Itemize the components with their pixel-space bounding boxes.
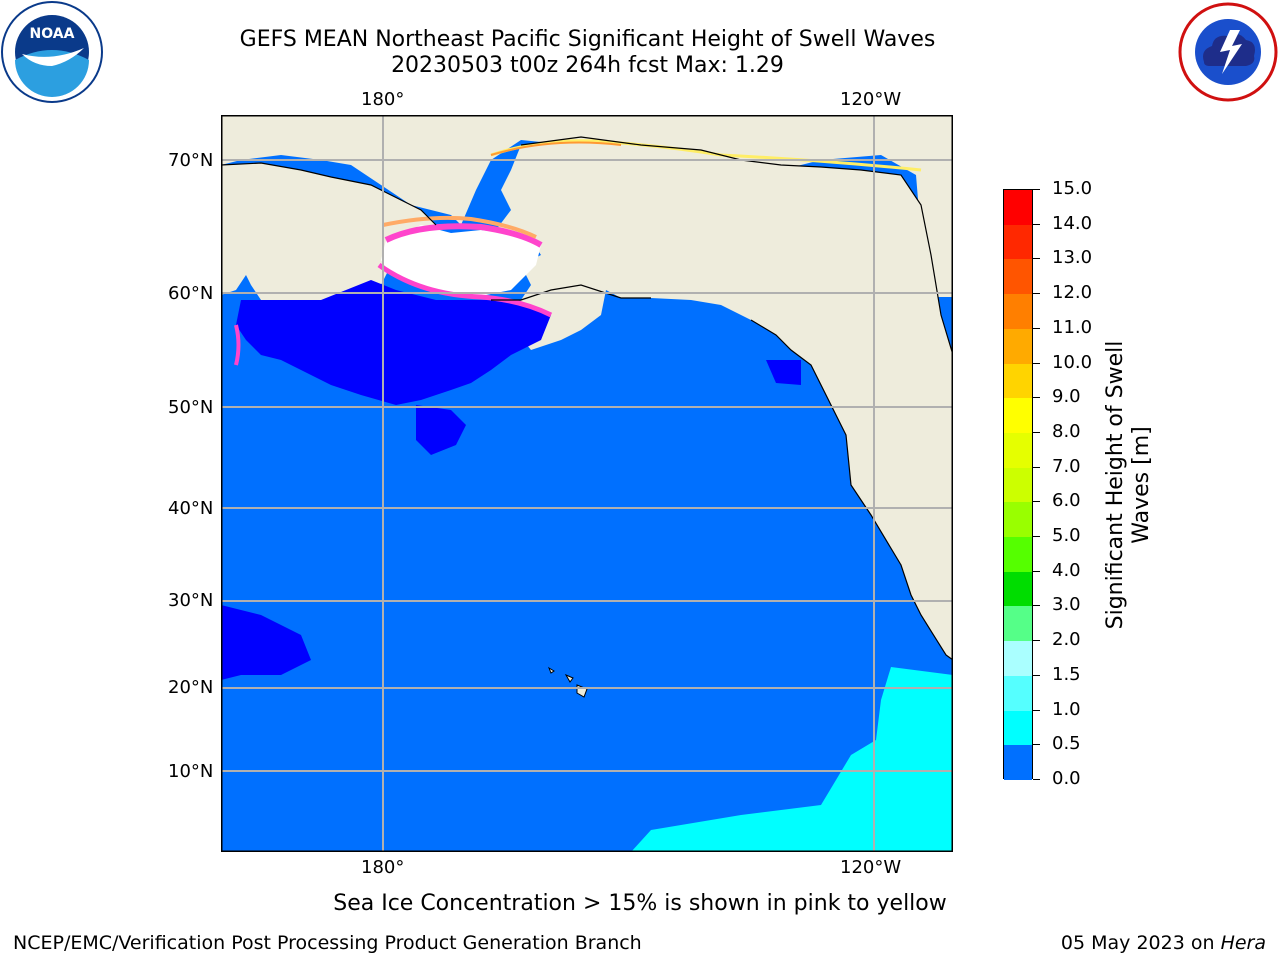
- colorbar-tick-label: 7.0: [1052, 455, 1081, 477]
- colorbar-label: Significant Height of Swell Waves [m]: [1103, 315, 1155, 655]
- lon-label-bottom-180: 180°: [361, 857, 405, 878]
- colorbar-tick-label: 3.0: [1052, 594, 1081, 616]
- chart-title: GEFS MEAN Northeast Pacific Significant …: [239, 27, 936, 52]
- colorbar-segment: [1004, 641, 1032, 676]
- colorbar-segment: [1004, 710, 1032, 746]
- colorbar-tick-mark: [1033, 709, 1040, 711]
- lat-label-30n: 30°N: [168, 590, 214, 611]
- colorbar-tick-mark: [1033, 258, 1040, 260]
- colorbar-tick-label: 2.0: [1052, 629, 1081, 651]
- colorbar-tick-label: 15.0: [1052, 178, 1093, 199]
- colorbar-tick-label: 6.0: [1052, 490, 1081, 512]
- ocean-low-west: [221, 605, 311, 680]
- colorbar-segment: [1004, 190, 1032, 225]
- sea-ice-note: Sea Ice Concentration > 15% is shown in …: [333, 891, 947, 916]
- footer-host: Hera: [1220, 932, 1266, 954]
- colorbar-tick-label: 14.0: [1052, 212, 1093, 234]
- colorbar: [1003, 189, 1033, 780]
- lat-label-50n: 50°N: [168, 397, 214, 418]
- lat-label-60n: 60°N: [168, 283, 214, 304]
- colorbar-tick-label: 13.0: [1052, 247, 1093, 269]
- colorbar-tick-label: 0.0: [1052, 768, 1081, 789]
- colorbar-label-line2: Waves [m]: [1129, 426, 1154, 544]
- colorbar-tick-label: 11.0: [1052, 316, 1093, 338]
- colorbar-tick-mark: [1033, 501, 1040, 503]
- colorbar-tick-label: 12.0: [1052, 282, 1093, 304]
- bering-ice: [381, 225, 541, 295]
- colorbar-tick-mark: [1033, 397, 1040, 399]
- lon-label-top-180: 180°: [361, 89, 405, 110]
- colorbar-tick-label: 1.0: [1052, 698, 1081, 720]
- colorbar-segment: [1004, 745, 1032, 780]
- colorbar-segment: [1004, 294, 1032, 329]
- land-alaska: [496, 137, 953, 660]
- colorbar-tick-mark: [1033, 779, 1040, 780]
- colorbar-label-line1: Significant Height of Swell: [1103, 340, 1128, 630]
- colorbar-segment: [1004, 606, 1032, 642]
- colorbar-segment: [1004, 537, 1032, 572]
- colorbar-tick-label: 4.0: [1052, 559, 1081, 581]
- colorbar-tick-mark: [1033, 223, 1040, 225]
- colorbar-tick-label: 5.0: [1052, 525, 1081, 547]
- lat-label-20n: 20°N: [168, 677, 214, 698]
- map-panel: [221, 115, 953, 852]
- ocean-low-bering: [236, 280, 551, 405]
- lon-label-bottom-120w: 120°W: [840, 857, 902, 878]
- colorbar-tick-mark: [1033, 640, 1040, 642]
- footer-date: 05 May 2023 on Hera: [1061, 932, 1266, 954]
- lon-label-top-120w: 120°W: [840, 89, 902, 110]
- lat-label-40n: 40°N: [168, 498, 214, 519]
- colorbar-tick-mark: [1033, 431, 1040, 433]
- colorbar-tick-mark: [1033, 674, 1040, 676]
- footer-credit: NCEP/EMC/Verification Post Processing Pr…: [13, 932, 642, 954]
- colorbar-segment: [1004, 224, 1032, 260]
- colorbar-tick-mark: [1033, 744, 1040, 746]
- colorbar-segment: [1004, 675, 1032, 711]
- ocean-mid-east: [631, 667, 953, 852]
- colorbar-tick-mark: [1033, 605, 1040, 607]
- ocean-low-gulf: [416, 405, 466, 455]
- colorbar-segment: [1004, 363, 1032, 399]
- colorbar-segment: [1004, 502, 1032, 538]
- colorbar-tick-label: 0.5: [1052, 733, 1081, 755]
- noaa-logo: NOAA: [1, 1, 103, 103]
- colorbar-tick-mark: [1033, 536, 1040, 538]
- colorbar-tick-mark: [1033, 362, 1040, 364]
- colorbar-tick-mark: [1033, 466, 1040, 468]
- colorbar-tick-label: 1.5: [1052, 663, 1081, 685]
- footer-date-text: 05 May 2023 on: [1060, 932, 1221, 954]
- graticule: [221, 115, 953, 852]
- nws-logo: [1178, 2, 1278, 102]
- colorbar-tick-mark: [1033, 189, 1040, 190]
- colorbar-segment: [1004, 259, 1032, 295]
- noaa-logo-text: NOAA: [30, 26, 75, 42]
- colorbar-segment: [1004, 328, 1032, 364]
- colorbar-tick-label: 9.0: [1052, 386, 1081, 408]
- colorbar-segment: [1004, 571, 1032, 607]
- lat-label-10n: 10°N: [168, 761, 214, 782]
- colorbar-tick-mark: [1033, 327, 1040, 329]
- lat-label-70n: 70°N: [168, 150, 214, 171]
- colorbar-tick-label: 10.0: [1052, 351, 1093, 373]
- colorbar-segment: [1004, 432, 1032, 468]
- colorbar-segment: [1004, 467, 1032, 503]
- colorbar-tick-mark: [1033, 293, 1040, 295]
- colorbar-segment: [1004, 398, 1032, 433]
- colorbar-tick-mark: [1033, 570, 1040, 572]
- chart-subtitle: 20230503 t00z 264h fcst Max: 1.29: [391, 53, 784, 78]
- colorbar-tick-label: 8.0: [1052, 420, 1081, 442]
- ocean-low-coast: [766, 360, 801, 385]
